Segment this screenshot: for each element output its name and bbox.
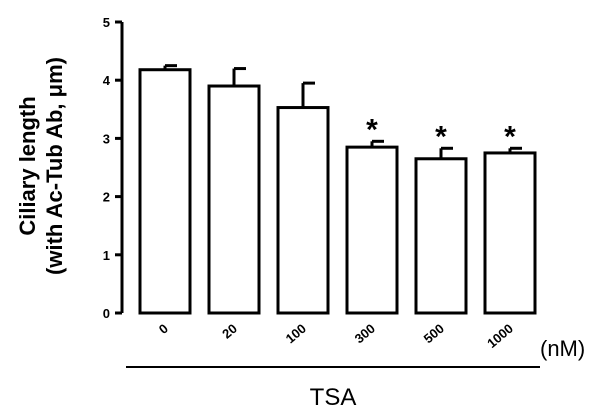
- bar: [483, 151, 537, 315]
- x-unit-label: (nM): [540, 336, 585, 361]
- bar: [276, 106, 330, 315]
- y-tick-label: 0: [103, 306, 110, 321]
- bar: [138, 68, 192, 315]
- y-ticks: 0 1 2 3 4 5: [103, 15, 122, 321]
- x-tick-label: 100: [283, 321, 309, 346]
- significance-marker: *: [504, 120, 516, 153]
- x-tick-label: 20: [219, 321, 240, 342]
- y-tick-label: 5: [103, 15, 110, 30]
- x-tick-label: 300: [352, 321, 378, 346]
- bars: * * *: [138, 64, 537, 315]
- bar: [414, 157, 468, 315]
- significance-marker: *: [366, 113, 378, 146]
- y-axis-label-line1: Ciliary length: [15, 96, 40, 235]
- bar: [345, 145, 399, 315]
- y-tick-label: 3: [103, 131, 110, 146]
- y-tick-label: 1: [103, 248, 110, 263]
- x-ticks: 0 20 100 300 500 1000: [156, 321, 516, 351]
- x-tick-label: 0: [156, 321, 171, 337]
- bar: [207, 84, 261, 315]
- significance-marker: *: [435, 120, 447, 153]
- y-axis-label-line2: (with Ac-Tub Ab, μm): [42, 57, 67, 275]
- x-group-label: TSA: [310, 384, 357, 411]
- y-tick-label: 2: [103, 190, 110, 205]
- x-tick-label: 500: [421, 321, 447, 346]
- y-tick-label: 4: [103, 73, 111, 88]
- x-tick-label: 1000: [484, 321, 516, 351]
